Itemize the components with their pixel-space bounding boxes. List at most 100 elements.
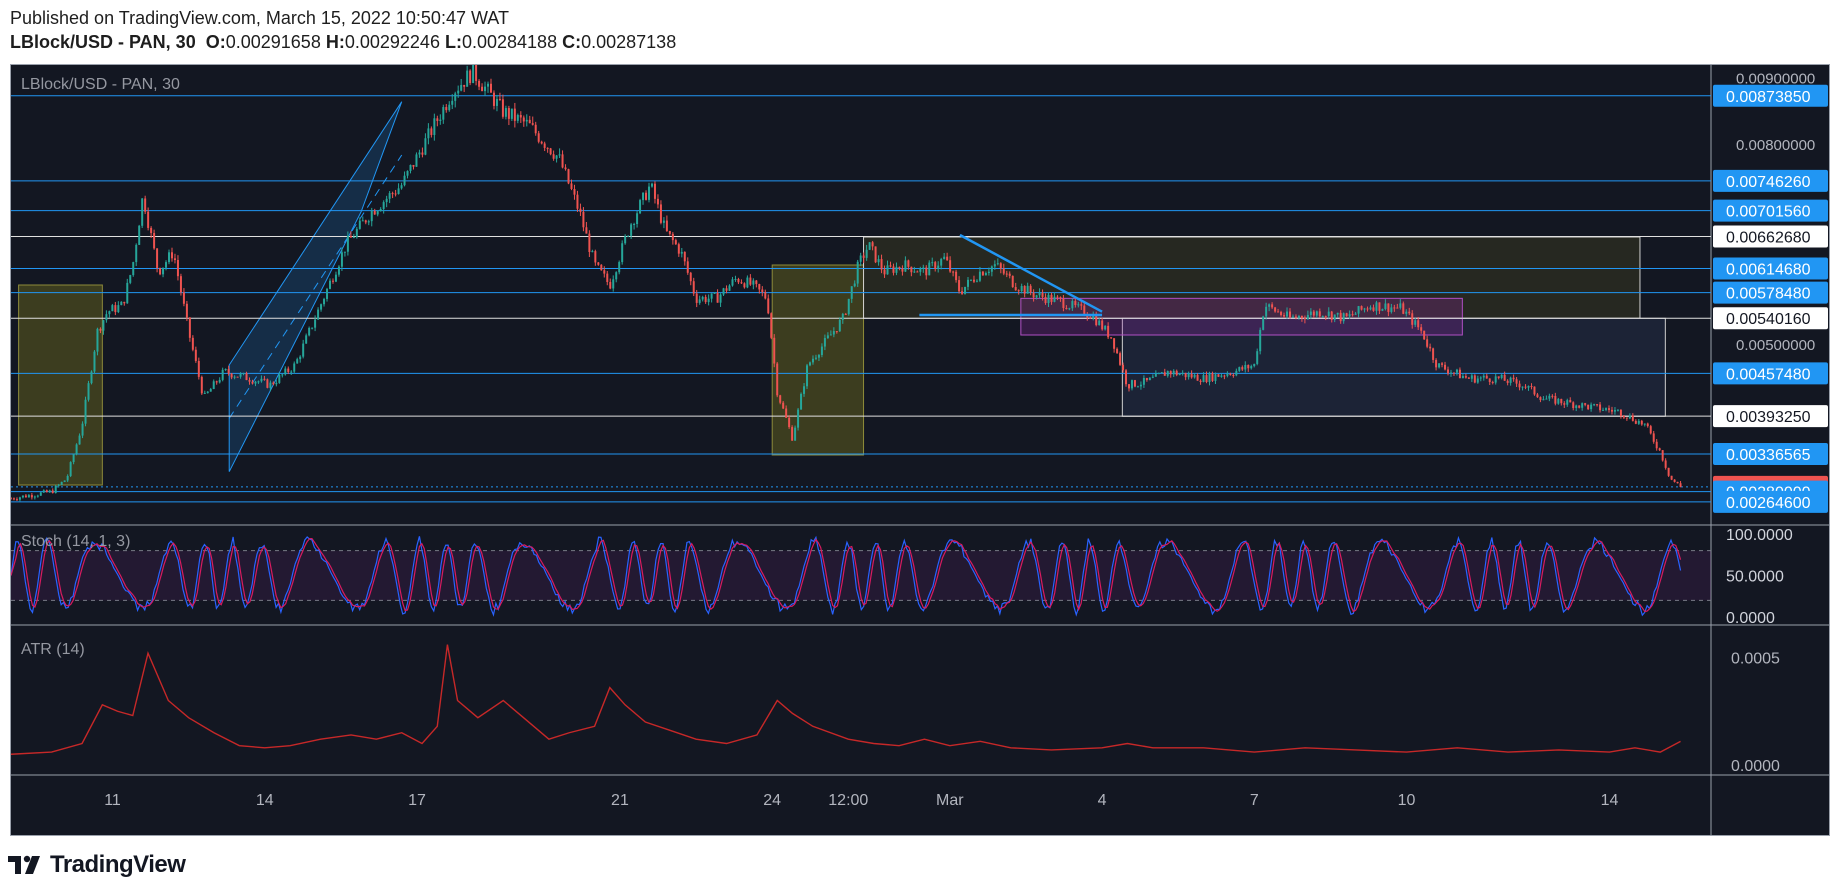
- candle-body: [555, 155, 558, 159]
- open-value: 0.00291658: [225, 32, 321, 52]
- candle-body: [1461, 376, 1464, 379]
- candle-body: [1563, 403, 1566, 405]
- candle-body: [1333, 314, 1336, 320]
- close-value: 0.00287138: [581, 32, 677, 52]
- candle-body: [478, 80, 481, 87]
- candle-body: [308, 327, 311, 336]
- candle-body: [1348, 314, 1351, 317]
- candle-body: [809, 362, 811, 366]
- candle-body: [1113, 338, 1116, 349]
- candle-body: [674, 240, 677, 245]
- time-tick-label: Mar: [936, 792, 964, 809]
- candle-body: [1509, 377, 1512, 383]
- candle-body: [421, 152, 424, 155]
- stoch-k-line: [11, 535, 1682, 617]
- candle-body: [1300, 316, 1303, 319]
- candle-body: [510, 108, 513, 119]
- candle-body: [1190, 373, 1193, 378]
- candle-body: [469, 70, 472, 84]
- candle-body: [525, 119, 528, 122]
- candle-body: [120, 301, 123, 306]
- candle-body: [1077, 304, 1080, 306]
- stoch-tick-label: 0.0000: [1726, 610, 1775, 627]
- candle-body: [1661, 450, 1664, 461]
- candle-body: [704, 296, 707, 303]
- price-level-tag: [1713, 84, 1828, 107]
- candle-body: [346, 235, 349, 252]
- candle-body: [403, 175, 406, 186]
- candle-body: [331, 280, 334, 282]
- candle-body: [895, 266, 898, 273]
- candle-body: [111, 305, 114, 312]
- candle-body: [1435, 359, 1438, 368]
- low-label: L:: [444, 32, 462, 52]
- candle-body: [466, 70, 469, 87]
- candle-body: [877, 259, 880, 263]
- candle-body: [1640, 420, 1643, 425]
- candle-body: [806, 365, 809, 387]
- candle-body: [1551, 395, 1554, 397]
- candle-body: [1628, 415, 1631, 419]
- candle-body: [284, 368, 287, 375]
- candle-body: [1253, 363, 1256, 367]
- candle-body: [1339, 312, 1342, 322]
- candle-body: [430, 128, 433, 135]
- candle-body: [1145, 377, 1148, 381]
- candle-body: [803, 386, 806, 394]
- candle-body: [904, 260, 907, 272]
- candle-body: [1181, 372, 1184, 374]
- candle-body: [63, 480, 66, 482]
- candle-body: [39, 492, 42, 496]
- candle-body: [710, 293, 713, 299]
- candle-body: [990, 266, 993, 272]
- candle-body: [1452, 372, 1455, 374]
- candle-body: [1324, 316, 1327, 318]
- candle-body: [236, 376, 239, 378]
- candle-body: [1098, 320, 1101, 326]
- candle-body: [585, 227, 588, 234]
- candle-body: [1596, 404, 1599, 406]
- candle-body: [1441, 363, 1444, 365]
- price-level-label: 0.00873850: [1726, 89, 1811, 106]
- candle-body: [913, 271, 916, 273]
- candle-body: [1631, 415, 1634, 421]
- candle-body: [454, 93, 457, 101]
- candle-body: [1539, 397, 1542, 400]
- candle-body: [1283, 315, 1286, 317]
- candle-body: [487, 83, 490, 87]
- candle-body: [698, 299, 701, 303]
- candle-body: [1387, 303, 1390, 312]
- candle-body: [984, 272, 987, 276]
- candle-body: [1119, 353, 1122, 365]
- candle-body: [1151, 376, 1154, 378]
- candle-body: [498, 98, 501, 100]
- candle-body: [1354, 313, 1357, 315]
- candle-body: [1602, 409, 1605, 411]
- candle-body: [501, 99, 504, 117]
- candle-body: [78, 435, 81, 445]
- candle-body: [591, 251, 594, 253]
- candle-body: [1175, 370, 1178, 376]
- candle-body: [713, 292, 716, 294]
- candle-body: [1405, 311, 1408, 314]
- time-tick-label: 4: [1098, 792, 1107, 809]
- candle-body: [84, 399, 87, 424]
- candle-body: [102, 320, 105, 331]
- chart-canvas[interactable]: 0.00900000 0.00800000 0.00500000 0.00873850…: [11, 65, 1829, 835]
- price-level-tag: [1713, 169, 1828, 192]
- candle-body: [1053, 296, 1056, 302]
- candle-body: [1050, 294, 1053, 302]
- candle-body: [987, 271, 990, 273]
- candle-body: [847, 298, 850, 315]
- candle-body: [415, 154, 418, 167]
- candle-body: [15, 499, 18, 501]
- candle-body: [683, 251, 686, 262]
- candle-body: [868, 242, 871, 250]
- candle-body: [823, 338, 826, 347]
- chart-frame[interactable]: 0.00900000 0.00800000 0.00500000 0.00873850…: [10, 64, 1830, 836]
- candle-body: [1095, 315, 1098, 326]
- candle-body: [1381, 308, 1384, 311]
- candle-body: [707, 298, 710, 303]
- candle-body: [1360, 306, 1363, 310]
- supply-zone: [863, 236, 1641, 319]
